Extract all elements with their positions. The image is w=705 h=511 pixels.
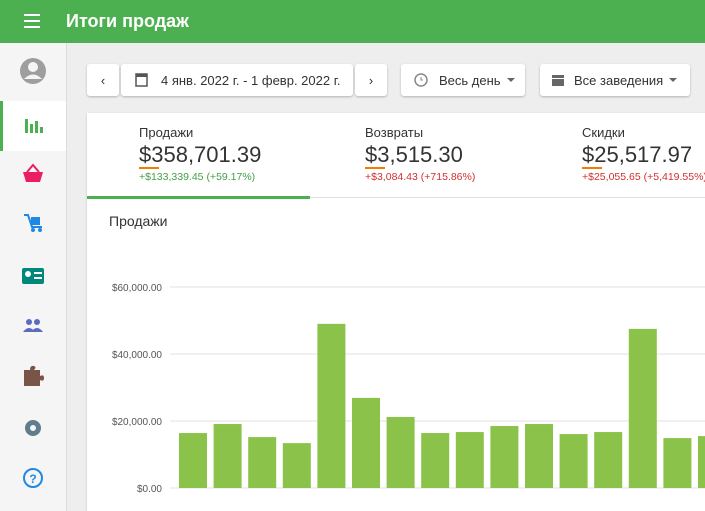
bar	[525, 424, 553, 488]
y-tick-label: $40,000.00	[112, 350, 162, 361]
kpi-value: $358,701.39	[139, 142, 262, 167]
kpi-tab[interactable]: Продажи $358,701.39 +$133,339.45 (+59.17%)	[139, 125, 261, 183]
kpi-label: Продажи	[139, 125, 194, 140]
menu-icon[interactable]	[24, 14, 40, 28]
chart-title: Продажи	[109, 213, 167, 229]
bar	[248, 437, 277, 488]
bar	[698, 436, 705, 488]
y-tick-label: $60,000.00	[112, 283, 162, 294]
prev-button[interactable]: ‹	[87, 64, 119, 96]
kpi-label: Скидки	[582, 125, 625, 140]
kpi-tab[interactable]: Возвраты $3,515.30 +$3,084.43 (+715.86%)	[365, 125, 475, 183]
sidebar: ?	[0, 43, 67, 511]
bar	[317, 323, 346, 488]
y-tick-label: $0.00	[137, 484, 162, 495]
kpi-value: $3,515.30	[365, 142, 463, 167]
header: Итоги продаж	[0, 0, 705, 43]
bar	[490, 426, 519, 488]
store-icon	[552, 75, 564, 86]
bar	[386, 416, 415, 488]
bar	[559, 434, 588, 488]
bar	[455, 432, 484, 488]
time-value: Весь день	[439, 72, 501, 88]
dropdown-arrow	[506, 78, 515, 82]
bar	[628, 328, 657, 488]
kpi-change: +$3,084.43 (+715.86%)	[365, 171, 476, 183]
venue-filter[interactable]: Все заведения	[540, 64, 690, 96]
bar	[663, 438, 692, 488]
bar	[213, 424, 242, 488]
next-button[interactable]: ›	[355, 64, 387, 96]
kpi-underline	[582, 167, 602, 169]
kpi-value: $25,517.97	[582, 142, 693, 167]
y-tick-label: $20,000.00	[112, 417, 162, 428]
venue-value: Все заведения	[574, 72, 664, 88]
calendar-icon	[135, 73, 148, 87]
date-range-picker[interactable]: 4 янв. 2022 г. - 1 февр. 2022 г.	[121, 64, 353, 96]
divider	[87, 197, 705, 198]
sales-card: Продажи $358,701.39 +$133,339.45 (+59.17%)…	[87, 113, 705, 511]
bar	[282, 443, 311, 488]
bar	[594, 432, 623, 488]
time-filter[interactable]: Весь день	[401, 64, 525, 96]
kpi-underline	[139, 167, 159, 169]
page-title: Итоги продаж	[66, 11, 189, 31]
bar	[179, 433, 207, 488]
dropdown-arrow	[669, 78, 678, 82]
kpi-change: +$133,339.45 (+59.17%)	[139, 171, 256, 183]
kpi-label: Возвраты	[365, 125, 424, 140]
bar	[352, 397, 380, 488]
clock-icon	[414, 73, 428, 87]
svg-text:?: ?	[29, 472, 36, 486]
date-range: 4 янв. 2022 г. - 1 февр. 2022 г.	[161, 72, 341, 88]
bar	[421, 433, 450, 488]
active-tab-indicator	[87, 196, 310, 199]
kpi-change: +$25,055.65 (+5,419.55%)	[582, 171, 705, 183]
chart: Продажи $0.00 $20,000.00 $40,000.00 $60,000…	[109, 213, 705, 495]
kpi-tab[interactable]: Скидки $25,517.97 +$25,055.65 (+5,419.55%)	[582, 125, 705, 183]
sidebar-icons: ?	[0, 58, 66, 488]
kpi-underline	[365, 167, 385, 169]
